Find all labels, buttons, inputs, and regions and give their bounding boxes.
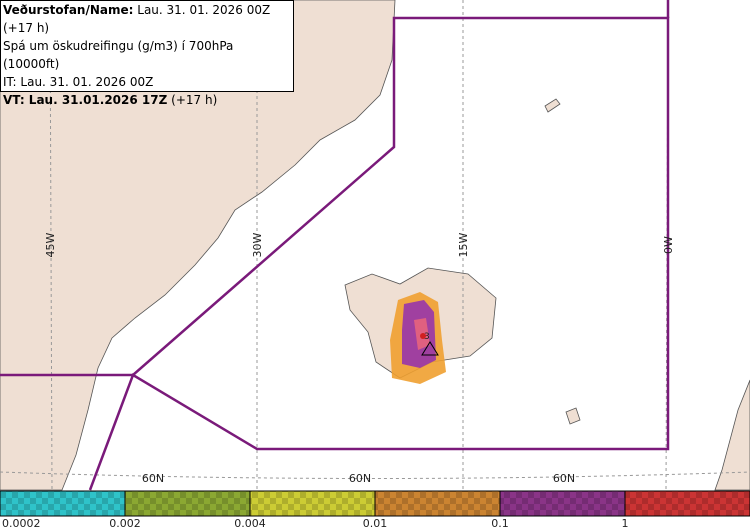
header-line: VT: Lau. 31.01.2026 17Z (+17 h) xyxy=(3,91,293,109)
header-text: (+17 h) xyxy=(171,93,218,107)
meridian-label: 45W xyxy=(44,232,57,257)
parallel-label: 60N xyxy=(553,472,575,485)
header: Veðurstofan/Name: Lau. 31. 01. 2026 00Z … xyxy=(0,0,294,107)
legend-pattern xyxy=(250,491,375,516)
legend-label: 0.1 xyxy=(491,517,509,530)
legend-pattern xyxy=(0,491,125,516)
parallel-label: 60N xyxy=(142,472,164,485)
meridian-label: 30W xyxy=(251,232,264,257)
legend-pattern xyxy=(375,491,500,516)
legend: 0.0002 0.002 0.004 0.01 0.1 1 xyxy=(0,490,750,530)
legend-label: 0.0002 xyxy=(2,517,41,530)
legend-pattern xyxy=(125,491,250,516)
parallel-label: 60N xyxy=(349,472,371,485)
legend-label: 1 xyxy=(622,517,629,530)
meridian-label: 15W xyxy=(457,232,470,257)
legend-label: 0.002 xyxy=(109,517,141,530)
header-label: Veðurstofan/Name: xyxy=(3,3,134,17)
header-text: Lau. 31. 01. 2026 00Z (+17 h) xyxy=(3,3,271,35)
volcano-marker: 3 xyxy=(424,332,430,342)
header-line: IT: Lau. 31. 01. 2026 00Z xyxy=(3,75,154,89)
header-line: Veðurstofan/Name: Lau. 31. 01. 2026 00Z … xyxy=(3,1,293,37)
legend-label: 0.01 xyxy=(363,517,388,530)
ash-plume xyxy=(390,292,446,384)
grid-labels: 45W 30W 15W 0W 60N 60N 60N xyxy=(44,232,675,485)
boundary xyxy=(0,0,670,491)
legend-pattern xyxy=(500,491,625,516)
grid xyxy=(0,0,750,491)
meridian-label: 0W xyxy=(662,236,675,254)
header-line: Spá um öskudreifingu (g/m3) í 700hPa (10… xyxy=(3,39,234,71)
legend-pattern xyxy=(625,491,750,516)
header-label: VT: Lau. 31.01.2026 17Z xyxy=(3,93,168,107)
legend-label: 0.004 xyxy=(234,517,266,530)
